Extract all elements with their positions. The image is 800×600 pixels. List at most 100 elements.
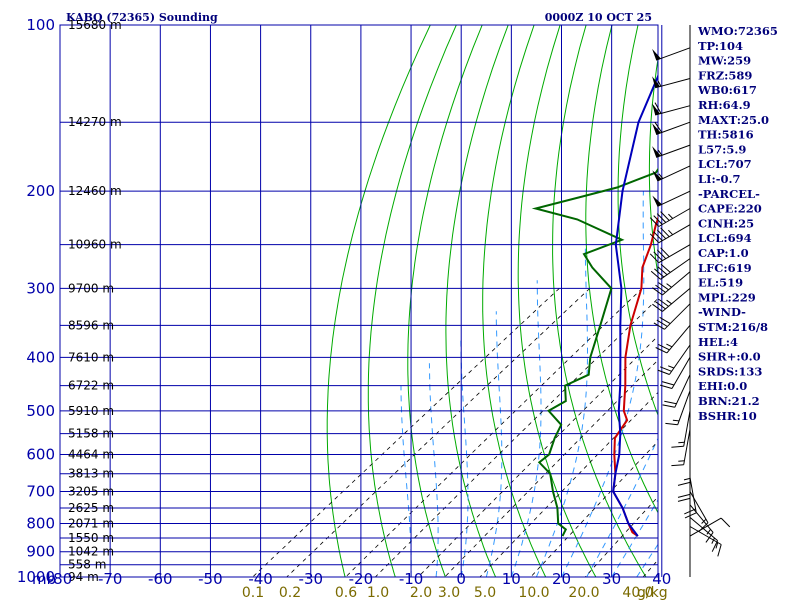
barb-feather xyxy=(660,211,670,221)
barb-staff xyxy=(689,526,722,545)
wind-barb xyxy=(652,47,691,61)
barb-feather xyxy=(671,445,684,448)
barb-flag xyxy=(652,170,662,182)
moist-adiabat xyxy=(535,244,588,577)
barb-feather xyxy=(657,369,670,375)
barb-feather xyxy=(677,493,691,498)
pressure-tick-label: 1000 xyxy=(17,568,55,586)
barb-half-feather xyxy=(668,213,674,219)
barb-staff xyxy=(683,410,691,447)
pressure-tick-label: 200 xyxy=(26,182,55,200)
barb-half-feather xyxy=(715,542,719,549)
barb-half-feather xyxy=(658,173,664,179)
pressure-tick-label: 500 xyxy=(26,402,55,420)
pressure-tick-label: 600 xyxy=(26,446,55,464)
temperature-tick-label: 0 xyxy=(456,570,466,588)
index-line: -WIND- xyxy=(698,305,746,319)
barb-feather xyxy=(664,400,677,405)
index-line: LCL:707 xyxy=(698,157,752,171)
barb-half-feather xyxy=(666,283,672,288)
index-line: MAXT:25.0 xyxy=(698,113,769,127)
barb-feather xyxy=(655,301,666,310)
barb-staff xyxy=(674,374,691,408)
index-line: WB0:617 xyxy=(697,83,757,97)
moist-adiabat xyxy=(485,311,503,577)
height-label: 2625 m xyxy=(68,501,114,515)
mixing-ratio-label: 2.0 xyxy=(410,585,432,600)
barb-feather xyxy=(658,343,670,351)
barb-flag xyxy=(652,146,661,158)
barb-feather xyxy=(652,287,663,296)
index-line: CAPE:220 xyxy=(698,202,762,216)
barb-staff xyxy=(689,517,722,537)
index-line: CINH:25 xyxy=(698,216,754,230)
profile-line-1 xyxy=(531,167,658,537)
wind-barb xyxy=(657,344,691,375)
wind-barb xyxy=(652,271,691,296)
moist-adiabat xyxy=(460,338,469,577)
barb-feather xyxy=(652,303,663,312)
wind-barb xyxy=(662,374,691,408)
wind-barb xyxy=(652,102,691,116)
wind-barb xyxy=(655,324,691,354)
wind-barbs xyxy=(649,47,731,557)
barb-feather xyxy=(659,316,671,325)
barb-staff xyxy=(655,105,691,116)
index-line: EHI:0.0 xyxy=(698,379,747,393)
pressure-tick-label: 400 xyxy=(26,348,55,366)
barb-feather xyxy=(655,284,666,293)
height-label: 12460 m xyxy=(68,184,122,198)
barb-staff xyxy=(662,271,691,296)
barb-feather xyxy=(661,381,675,386)
temperature-tick-label: 10 xyxy=(502,570,521,588)
barb-flag xyxy=(652,103,661,115)
height-label: 15680 m xyxy=(68,18,122,32)
wind-barb xyxy=(671,429,691,467)
wind-barb xyxy=(649,208,691,227)
barb-staff xyxy=(658,244,691,264)
barb-feather xyxy=(657,266,668,276)
barb-half-feather xyxy=(657,149,663,156)
wind-barb xyxy=(653,303,691,330)
barb-half-feather xyxy=(657,80,662,87)
index-line: FRZ:589 xyxy=(698,68,752,82)
mixing-ratio-label: 20.0 xyxy=(568,585,599,600)
wind-barb xyxy=(689,526,722,557)
mixing-ratio-label: 0.6 xyxy=(335,585,357,600)
profile-line-2 xyxy=(612,73,658,537)
barb-staff xyxy=(656,47,691,61)
barb-staff xyxy=(689,491,709,523)
barb-feather xyxy=(660,247,670,258)
barb-feather xyxy=(655,347,668,354)
barb-half-feather xyxy=(668,229,674,236)
wind-barb xyxy=(649,224,691,244)
wind-barb xyxy=(652,288,691,312)
barb-feather xyxy=(656,319,668,327)
mixing-ratio-unit: g/kg xyxy=(637,585,668,600)
height-label: 2071 m xyxy=(68,517,114,531)
wind-barb xyxy=(650,258,691,280)
height-label: 9700 m xyxy=(68,281,114,295)
barb-half-feather xyxy=(678,441,685,444)
temperature-tick-label: -50 xyxy=(198,570,223,588)
barb-feather xyxy=(717,544,722,557)
index-line: HEL:4 xyxy=(698,335,738,349)
mixing-ratio-label: 40.0 xyxy=(622,585,653,600)
wind-barb xyxy=(665,390,691,426)
index-line: RH:64.9 xyxy=(698,98,751,112)
mixing-ratio-label: 5.0 xyxy=(474,585,496,600)
barb-feather xyxy=(660,227,670,238)
barb-staff xyxy=(689,517,718,541)
index-line: CAP:1.0 xyxy=(698,246,749,260)
barb-flag xyxy=(652,123,661,135)
mixing-ratio-label: 10.0 xyxy=(518,585,549,600)
barb-feather xyxy=(662,404,675,408)
barb-half-feather xyxy=(668,365,675,369)
barb-feather xyxy=(658,282,669,291)
barb-staff xyxy=(664,303,691,330)
barb-staff xyxy=(656,144,691,158)
index-line: MW:259 xyxy=(698,54,751,68)
pressure-tick-label: 300 xyxy=(26,279,55,297)
